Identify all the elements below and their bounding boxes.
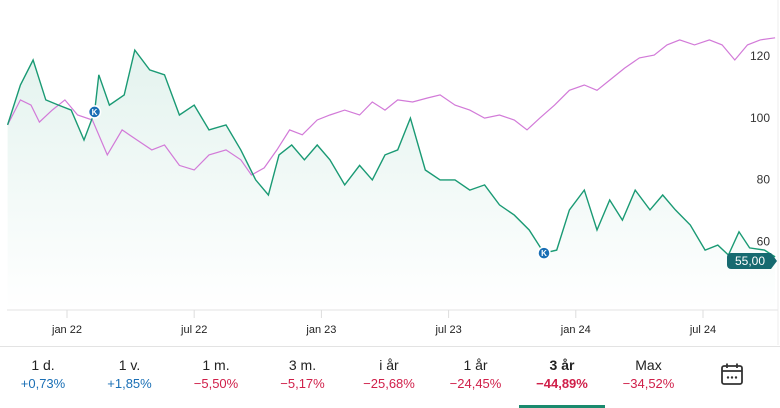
period-change: −44,89% [536,376,588,391]
y-tick-label: 60 [757,234,771,248]
price-chart[interactable]: jan 22 jul 22 jan 23 jul 23 jan 24 jul 24 60 8… [0,0,780,345]
period-change: −34,52% [622,376,675,391]
period-label: 1 d. [31,357,55,373]
period-change: +0,73% [20,376,66,391]
x-tick-label: jul 23 [434,324,461,336]
calendar-icon[interactable] [720,362,744,386]
primary-series-line [6,48,776,258]
period-tabs: 1 d. +0,73% 1 v. +1,85% 1 m. −5,50% 3 m. −5,17%… [0,346,780,408]
event-marker-label: K [541,249,547,258]
x-tick-label: jul 24 [689,324,716,336]
x-tick-label: jan 22 [51,324,82,336]
period-tab[interactable]: 3 år −44,89% [519,347,605,408]
period-change: −24,45% [449,376,502,391]
y-tick-label: 100 [750,111,770,125]
period-label: Max [635,357,662,373]
period-tab[interactable]: 1 v. +1,85% [87,347,173,408]
period-tab[interactable]: 3 m. −5,17% [260,347,346,408]
compare-series-line [7,37,776,176]
period-label: 3 m. [288,357,317,373]
period-tab[interactable]: 1 d. +0,73% [0,347,86,408]
y-tick-label: 80 [757,173,771,187]
period-label: 1 v. [118,357,141,373]
period-tab[interactable]: 1 år −24,45% [433,347,519,408]
period-change: −25,68% [363,376,415,391]
x-tick-label: jan 23 [305,324,336,336]
period-tab[interactable]: i år −25,68% [346,347,432,408]
primary-area [7,50,776,310]
period-tab[interactable]: 1 m. −5,50% [173,347,259,408]
event-marker[interactable]: K [537,246,551,260]
period-label: i år [379,357,399,373]
period-tab[interactable]: Max −34,52% [606,347,692,408]
period-label: 3 år [549,357,575,373]
x-tick-label: jan 24 [560,324,591,336]
period-change: +1,85% [107,376,152,391]
x-tick-label: jul 22 [180,324,207,336]
event-marker-label: K [92,108,98,117]
last-price-label: 55,00 [735,254,765,268]
period-label: 1 m. [202,357,230,373]
last-price-tag: 55,00 [727,253,777,269]
period-change: −5,17% [280,376,325,391]
event-marker[interactable]: K [87,105,102,119]
period-change: −5,50% [193,376,239,391]
y-tick-label: 120 [750,49,770,63]
period-label: 1 år [463,357,488,373]
